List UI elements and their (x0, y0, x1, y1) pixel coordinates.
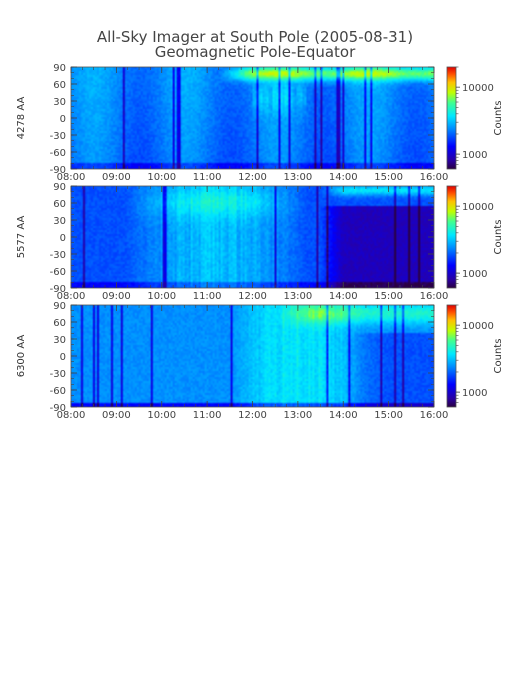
x-tick-label: 13:00 (283, 291, 312, 302)
y-axis-label: 6300 AA (16, 335, 27, 378)
x-tick-label: 16:00 (420, 410, 449, 421)
x-tick-label: 10:00 (147, 291, 176, 302)
y-tick-label: -90 (50, 403, 66, 414)
x-tick-label: 08:00 (57, 172, 86, 183)
x-tick-label: 09:00 (102, 172, 131, 183)
y-axis-label: 4278 AA (16, 97, 27, 140)
y-tick-label: -90 (50, 284, 66, 295)
x-tick-label: 12:00 (238, 172, 267, 183)
colorbar (446, 185, 457, 289)
y-tick-label: 0 (60, 114, 66, 125)
x-tick-label: 14:00 (329, 172, 358, 183)
y-tick-label: 90 (53, 301, 66, 312)
x-tick-label: 11:00 (193, 291, 222, 302)
colorbar-tick-label: 10000 (462, 202, 494, 213)
y-tick-label: -60 (50, 267, 66, 278)
y-tick-label: 30 (53, 216, 66, 227)
x-tick-label: 12:00 (238, 291, 267, 302)
colorbar-tick-label: 1000 (462, 269, 487, 280)
x-tick-label: 14:00 (329, 291, 358, 302)
colorbar (446, 66, 457, 170)
heatmap-3 (71, 305, 434, 407)
x-tick-label: 10:00 (147, 410, 176, 421)
x-tick-label: 15:00 (374, 291, 403, 302)
y-tick-label: 90 (53, 63, 66, 74)
chart-subtitle: Geomagnetic Pole-Equator (155, 43, 356, 61)
x-tick-label: 10:00 (147, 172, 176, 183)
y-tick-label: -90 (50, 165, 66, 176)
x-tick-label: 08:00 (57, 410, 86, 421)
y-tick-label: 0 (60, 352, 66, 363)
x-tick-label: 15:00 (374, 172, 403, 183)
y-tick-label: 60 (53, 80, 66, 91)
colorbar-label: Counts (493, 339, 504, 374)
y-tick-label: 60 (53, 199, 66, 210)
heatmap-2 (71, 186, 434, 288)
x-tick-label: 09:00 (102, 291, 131, 302)
x-tick-label: 08:00 (57, 291, 86, 302)
y-tick-label: 30 (53, 335, 66, 346)
y-tick-label: -60 (50, 148, 66, 159)
x-tick-label: 16:00 (420, 291, 449, 302)
x-tick-label: 12:00 (238, 410, 267, 421)
x-tick-label: 13:00 (283, 410, 312, 421)
chart-title: All-Sky Imager at South Pole (2005-08-31… (97, 28, 413, 46)
heatmap-1 (71, 67, 434, 169)
x-tick-label: 14:00 (329, 410, 358, 421)
colorbar-label: Counts (493, 101, 504, 136)
y-tick-label: 60 (53, 318, 66, 329)
y-tick-label: -30 (50, 131, 66, 142)
x-tick-label: 09:00 (102, 410, 131, 421)
y-tick-label: 0 (60, 233, 66, 244)
colorbar-tick-label: 10000 (462, 321, 494, 332)
x-tick-label: 13:00 (283, 172, 312, 183)
x-tick-label: 11:00 (193, 172, 222, 183)
y-tick-label: -30 (50, 369, 66, 380)
colorbar-tick-label: 1000 (462, 150, 487, 161)
colorbar-label: Counts (493, 220, 504, 255)
colorbar (446, 304, 457, 408)
y-tick-label: 90 (53, 182, 66, 193)
colorbar-tick-label: 1000 (462, 388, 487, 399)
colorbar-tick-label: 10000 (462, 83, 494, 94)
y-axis-label: 5577 AA (16, 216, 27, 259)
x-tick-label: 15:00 (374, 410, 403, 421)
y-tick-label: -30 (50, 250, 66, 261)
y-tick-label: -60 (50, 386, 66, 397)
x-tick-label: 16:00 (420, 172, 449, 183)
x-tick-label: 11:00 (193, 410, 222, 421)
y-tick-label: 30 (53, 97, 66, 108)
